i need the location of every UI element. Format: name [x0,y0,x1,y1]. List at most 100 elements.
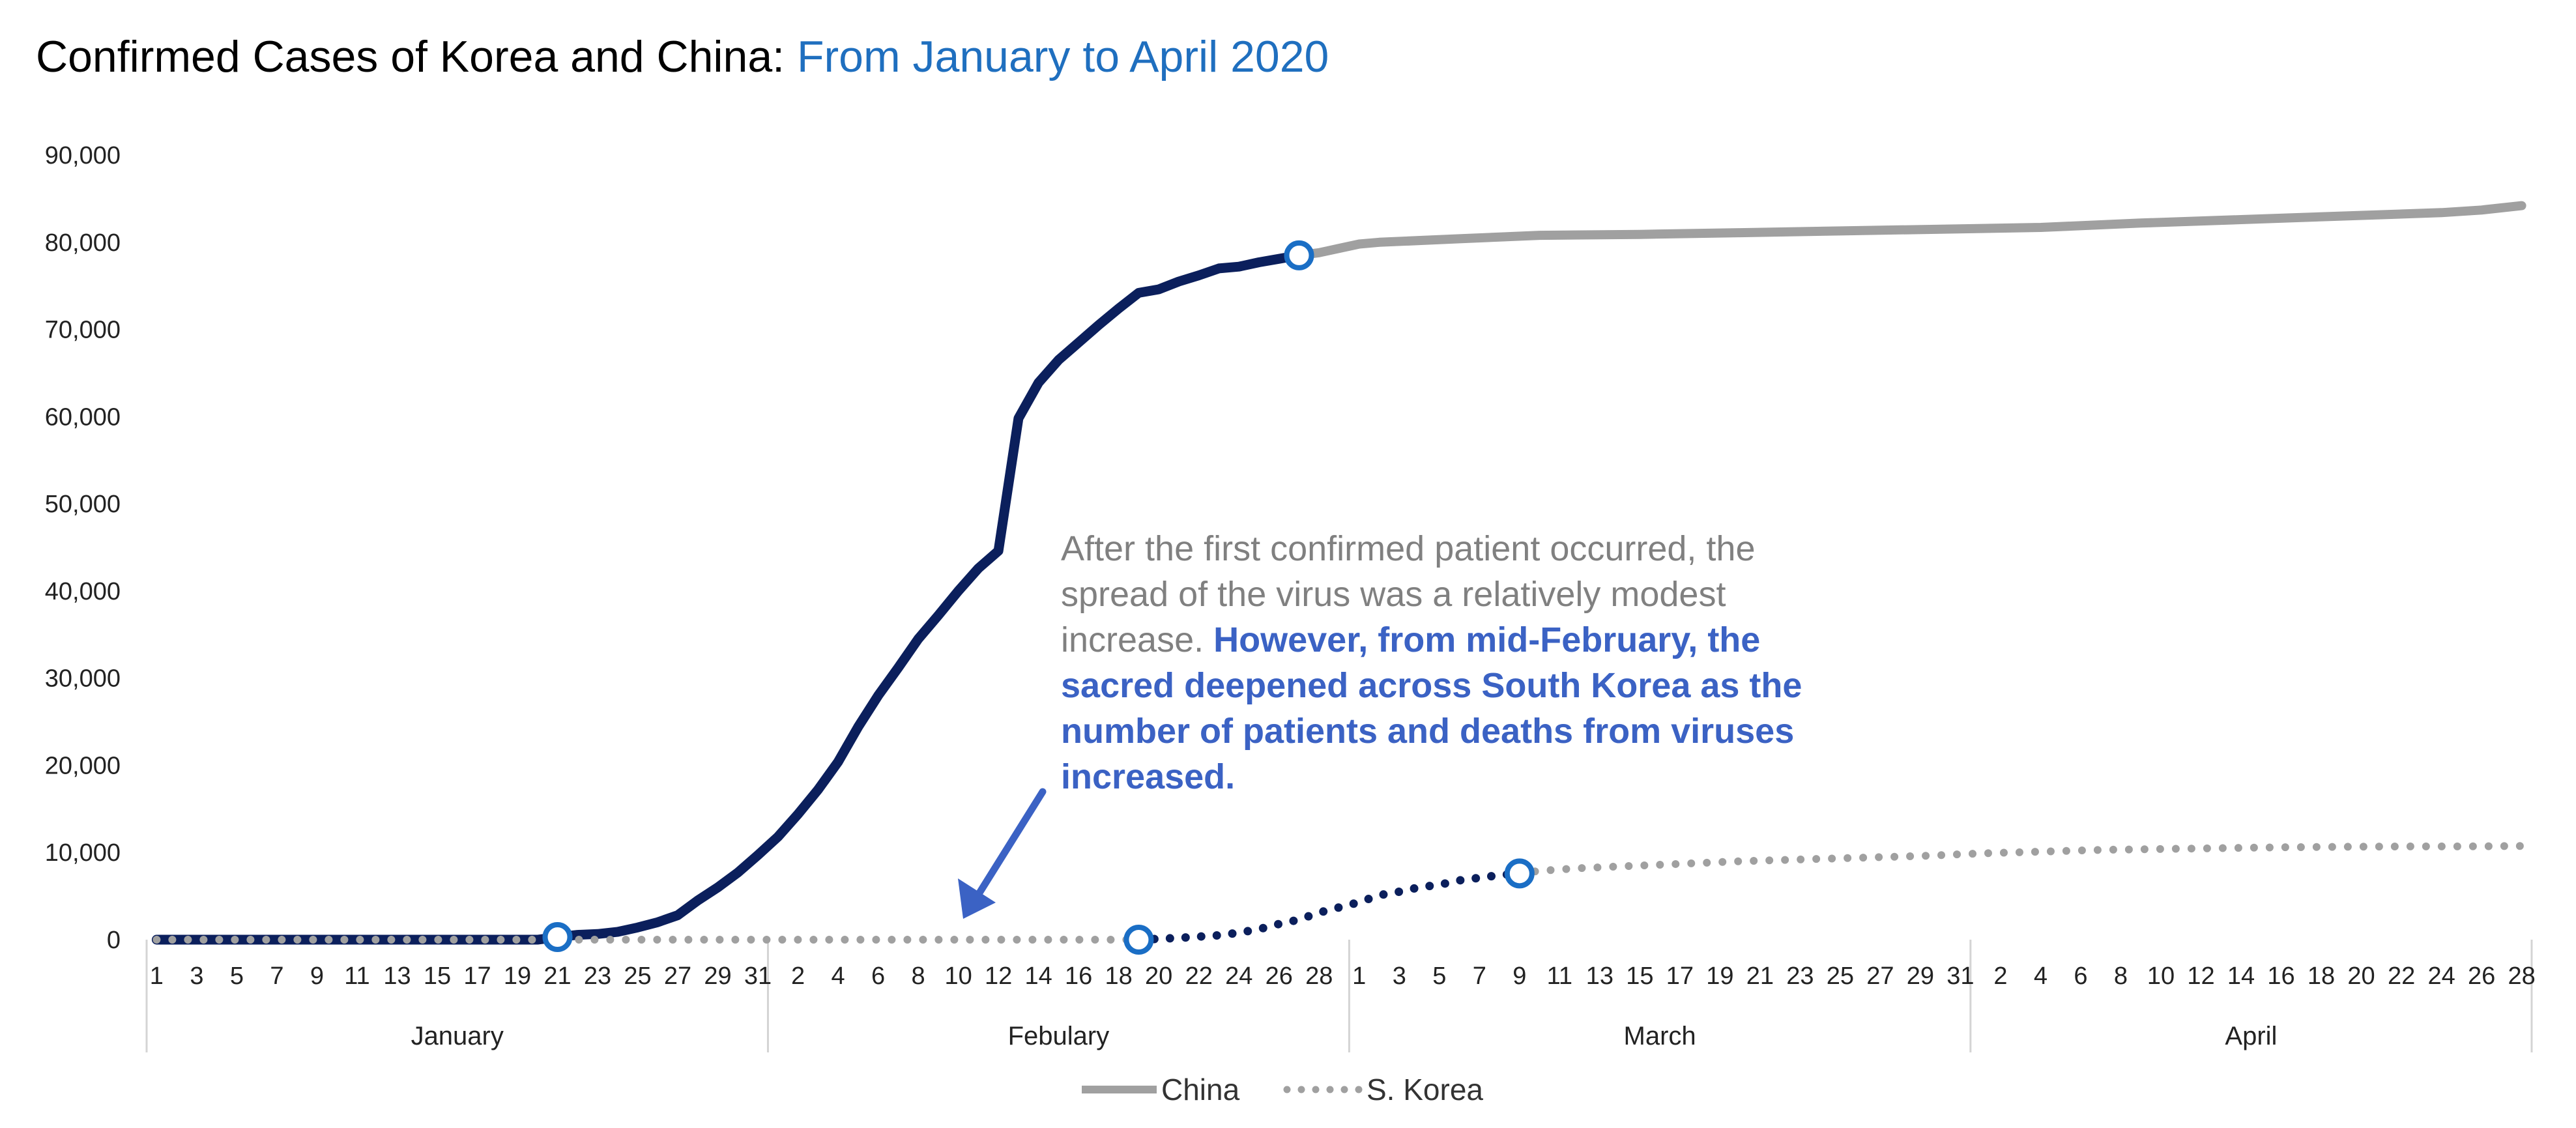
x-tick-label: 31 [744,962,772,990]
data-marker [1504,858,1535,889]
x-tick-label: 19 [1706,962,1733,990]
x-month-label: March [1624,1022,1696,1050]
x-tick-label: 12 [985,962,1012,990]
x-tick-label: 24 [1225,962,1252,990]
x-tick-label: 29 [704,962,731,990]
x-tick-label: 14 [1025,962,1052,990]
x-tick-label: 9 [310,962,324,990]
x-tick-label: 9 [1512,962,1526,990]
x-tick-label: 23 [1786,962,1814,990]
x-tick-label: 15 [1626,962,1653,990]
chart-subtitle: From January to April 2020 [797,32,1329,81]
x-tick-label: 7 [1473,962,1486,990]
x-tick-label: 28 [1305,962,1333,990]
annotation-line: After the first confirmed patient occurr… [1061,529,1756,568]
x-tick-label: 13 [1586,962,1614,990]
x-tick-label: 12 [2187,962,2214,990]
annotation-line: spread of the virus was a relatively mod… [1061,575,1726,614]
annotation-line: increase. However, from mid-February, th… [1061,620,1760,659]
data-marker [1123,925,1154,955]
x-tick-label: 2 [791,962,805,990]
y-tick-label: 20,000 [45,752,121,779]
x-tick-label: 21 [543,962,571,990]
y-tick-label: 40,000 [45,578,121,605]
annotation-arrow-head [958,878,996,919]
x-tick-label: 23 [584,962,611,990]
series-highlight-china [151,250,1304,945]
x-tick-label: 6 [871,962,885,990]
x-tick-label: 3 [1393,962,1406,990]
annotation-emphasis-line: number of patients and deaths from virus… [1061,712,1794,751]
x-tick-label: 29 [1907,962,1934,990]
y-tick-label: 70,000 [45,317,121,344]
x-tick-label: 1 [1352,962,1366,990]
x-tick-label: 25 [624,962,651,990]
data-marker [1284,240,1314,270]
annotation-arrow-shaft [974,788,1047,900]
y-tick-label: 30,000 [45,665,121,693]
x-tick-label: 10 [2147,962,2175,990]
y-tick-label: 80,000 [45,229,121,257]
x-month-label: April [2225,1022,2277,1050]
annotation-text: After the first confirmed patient occurr… [1061,529,1756,568]
x-tick-label: 20 [2347,962,2375,990]
series-highlight-s-korea [1134,869,1524,944]
x-tick-label: 5 [1432,962,1446,990]
x-tick-label: 28 [2508,962,2535,990]
x-tick-label: 27 [1866,962,1894,990]
x-tick-label: 26 [2468,962,2495,990]
x-tick-label: 8 [912,962,925,990]
data-marker [542,921,573,952]
x-tick-label: 10 [944,962,972,990]
x-tick-label: 17 [1666,962,1694,990]
x-tick-label: 26 [1266,962,1293,990]
x-tick-label: 31 [1946,962,1974,990]
y-tick-label: 50,000 [45,491,121,518]
x-tick-label: 19 [504,962,531,990]
x-tick-label: 11 [344,962,369,990]
x-tick-label: 3 [190,962,203,990]
chart-title: Confirmed Cases of Korea and China: From… [36,32,1329,81]
x-tick-label: 14 [2227,962,2255,990]
legend-label: S. Korea [1367,1073,1483,1106]
x-tick-label: 17 [463,962,491,990]
x-tick-label: 18 [2308,962,2335,990]
y-tick-label: 60,000 [45,403,121,431]
x-tick-label: 11 [1547,962,1572,990]
annotation-text: increase. [1061,620,1204,659]
x-tick-label: 24 [2427,962,2455,990]
x-tick-label: 16 [1065,962,1092,990]
x-tick-label: 21 [1746,962,1774,990]
y-tick-label: 10,000 [45,839,121,867]
annotation-emphasis-line: increased. [1061,757,1235,796]
annotation-emphasis-line: sacred deepened across South Korea as th… [1061,666,1802,705]
x-tick-label: 27 [664,962,691,990]
x-tick-label: 8 [2114,962,2128,990]
x-tick-label: 18 [1105,962,1133,990]
x-tick-label: 13 [383,962,411,990]
x-tick-label: 2 [1993,962,2007,990]
x-tick-label: 7 [270,962,283,990]
x-tick-label: 16 [2267,962,2294,990]
chart-title-main: Confirmed Cases of Korea and China [36,32,772,81]
legend-label: China [1161,1073,1240,1106]
x-tick-label: 4 [2034,962,2048,990]
series-line-china [1294,201,2526,260]
x-tick-label: 25 [1827,962,1854,990]
x-month-label: Febulary [1008,1022,1110,1050]
annotation-text: spread of the virus was a relatively mod… [1061,575,1726,614]
x-tick-label: 5 [230,962,244,990]
y-tick-label: 0 [107,927,121,954]
x-tick-label: 4 [832,962,845,990]
x-month-label: January [411,1022,504,1050]
chart-title-colon: : [772,32,797,81]
annotation-emphasis: However, from mid-February, the [1204,620,1760,659]
x-tick-label: 15 [424,962,451,990]
x-tick-label: 1 [150,962,164,990]
x-tick-label: 22 [1185,962,1213,990]
x-tick-label: 22 [2388,962,2415,990]
x-tick-label: 20 [1145,962,1172,990]
y-tick-label: 90,000 [45,142,121,169]
series-line-s-korea [1515,842,2526,878]
